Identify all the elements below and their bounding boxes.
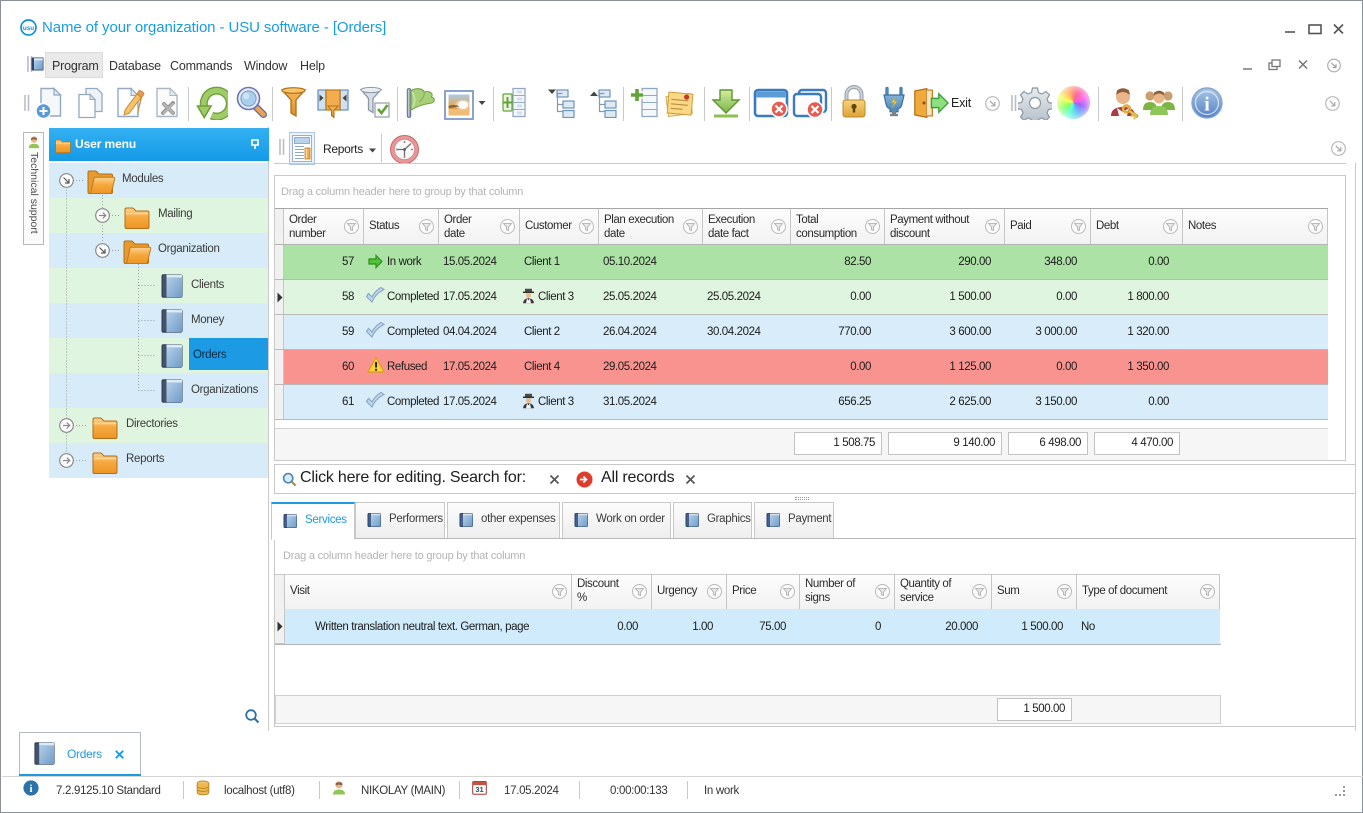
svg-text:usu: usu — [23, 25, 34, 32]
svg-text:31: 31 — [475, 785, 483, 794]
svg-text:i: i — [1204, 94, 1210, 116]
svg-text:i: i — [29, 783, 32, 795]
